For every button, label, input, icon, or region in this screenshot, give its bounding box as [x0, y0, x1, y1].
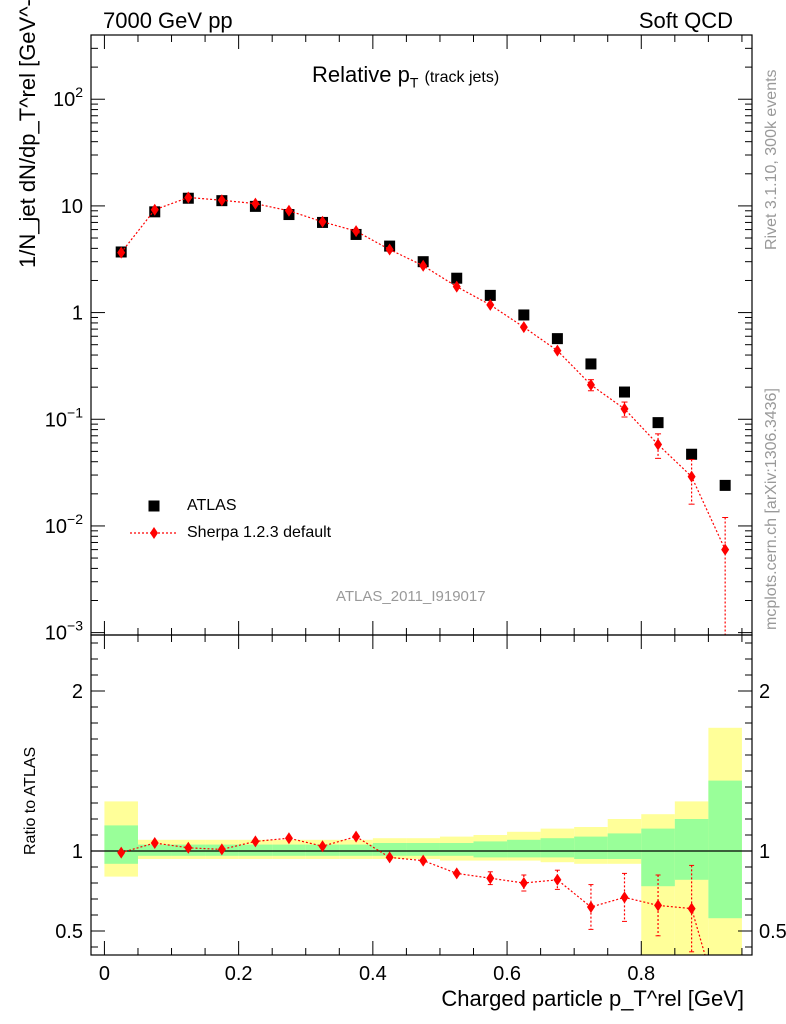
sherpa-data-point — [586, 378, 595, 391]
legend-entry-atlas: ATLAS — [187, 497, 237, 514]
upper-y-tick-label: 1 — [72, 303, 83, 325]
ratio-data-point — [318, 840, 327, 853]
plot-title-main: Relative p — [312, 62, 410, 87]
lower-y-tick-label-left: 0.5 — [55, 921, 83, 943]
lower-y-tick-label-left: 1 — [72, 841, 83, 863]
x-tick-label: 0.6 — [493, 963, 521, 985]
plot-title-sub: T — [409, 74, 419, 91]
ratio-data-point — [486, 872, 495, 885]
atlas-data-point — [686, 448, 698, 460]
sherpa-data-point — [419, 259, 428, 272]
upper-y-tick-label: 102 — [53, 84, 83, 111]
upper-y-tick-label: 10−3 — [45, 618, 83, 645]
sherpa-data-point — [184, 191, 193, 204]
upper-y-tick-label: 10 — [61, 196, 83, 218]
ratio-data-point — [620, 891, 629, 904]
x-tick-label: 0.2 — [225, 963, 253, 985]
ratio-data-point — [419, 854, 428, 867]
lower-plot-frame — [90, 634, 753, 956]
lower-y-tick-label-left: 2 — [72, 681, 83, 703]
ratio-data-point — [352, 830, 361, 843]
stat-uncertainty-band — [574, 836, 608, 859]
ratio-uncertainty-bands — [104, 727, 742, 955]
stat-uncertainty-band — [473, 841, 508, 858]
sherpa-data-point — [452, 280, 461, 293]
upper-y-axis-label: 1/N_jet dN/dp_T^rel [GeV^-1] — [15, 0, 40, 268]
stat-uncertainty-band — [137, 844, 172, 856]
sherpa-data-point — [117, 246, 126, 259]
sherpa-data-point — [620, 402, 629, 415]
atlas-data-point — [518, 309, 530, 321]
stat-uncertainty-band — [272, 844, 306, 856]
sherpa-data-point — [486, 298, 495, 311]
ratio-data-point — [184, 841, 193, 854]
ratio-data-point — [654, 899, 663, 912]
upper-plot-frame — [90, 34, 753, 636]
lower-y-tick-label-right: 2 — [759, 681, 770, 703]
stat-uncertainty-band — [439, 843, 474, 856]
ratio-data-point — [217, 843, 226, 856]
ratio-data-point — [251, 835, 260, 848]
legend-marker-sherpa — [150, 527, 158, 539]
sherpa-data-point — [721, 543, 730, 556]
x-tick-label: 0 — [99, 963, 110, 985]
x-axis-label: Charged particle p_T^rel [GeV] — [441, 986, 744, 1011]
legend-entry-sherpa: Sherpa 1.2.3 default — [187, 524, 332, 541]
sherpa-data-point — [251, 197, 260, 210]
stat-uncertainty-band — [540, 838, 575, 858]
ratio-data-point — [553, 873, 562, 886]
x-tick-label: 0.8 — [627, 963, 655, 985]
atlas-data-point — [451, 272, 463, 284]
atlas-data-point — [719, 479, 731, 491]
atlas-data-point — [618, 386, 630, 398]
ratio-data-point — [687, 902, 696, 915]
ratio-data-point — [519, 877, 528, 889]
group-label: Soft QCD — [638, 8, 733, 33]
sherpa-data-point — [352, 225, 361, 238]
x-tick-label: 0.4 — [359, 963, 387, 985]
upper-y-tick-label: 10−2 — [45, 511, 83, 538]
plot-title-note: (track jets) — [424, 69, 500, 86]
sherpa-data-point — [217, 194, 226, 207]
stat-uncertainty-band — [406, 843, 440, 856]
atlas-data-point — [585, 358, 597, 370]
atlas-data-point — [551, 333, 563, 345]
sherpa-data-point — [553, 344, 562, 357]
plot-title: Relative pT (track jets) — [312, 62, 499, 90]
ratio-data-point — [452, 867, 461, 880]
stat-uncertainty-band — [607, 833, 642, 859]
upper-y-tick-label: 10−1 — [45, 404, 83, 431]
sherpa-data-point — [318, 215, 327, 228]
atlas-data-point — [652, 417, 664, 429]
atlas-data-point — [484, 289, 496, 301]
analysis-label: ATLAS_2011_I919017 — [336, 588, 486, 605]
lower-y-tick-label-right: 0.5 — [759, 921, 786, 943]
energy-label: 7000 GeV pp — [103, 8, 233, 33]
stat-uncertainty-band — [641, 828, 675, 887]
stat-uncertainty-band — [339, 844, 373, 856]
ratio-data-point — [150, 837, 159, 849]
stat-uncertainty-band — [238, 844, 273, 856]
sherpa-data-point — [519, 321, 528, 334]
sherpa-data-point — [654, 438, 663, 451]
stat-uncertainty-band — [708, 780, 742, 919]
legend-marker-atlas — [148, 500, 160, 512]
ratio-data-point — [117, 846, 126, 859]
mcplots-label: mcplots.cern.ch [arXiv:1306.3436] — [763, 388, 780, 630]
sherpa-data-point — [284, 204, 293, 217]
sherpa-data-point — [687, 470, 696, 483]
ratio-data-point — [586, 901, 595, 913]
stat-uncertainty-band — [507, 839, 541, 858]
lower-y-axis-label: Ratio to ATLAS — [22, 746, 39, 855]
ratio-data-point — [284, 832, 293, 845]
rivet-label: Rivet 3.1.10, 300k events — [763, 69, 780, 250]
sherpa-data-point — [150, 203, 159, 216]
ratio-data-point — [385, 851, 394, 864]
sherpa-data-point — [385, 243, 394, 256]
lower-y-tick-label-right: 1 — [759, 841, 770, 863]
